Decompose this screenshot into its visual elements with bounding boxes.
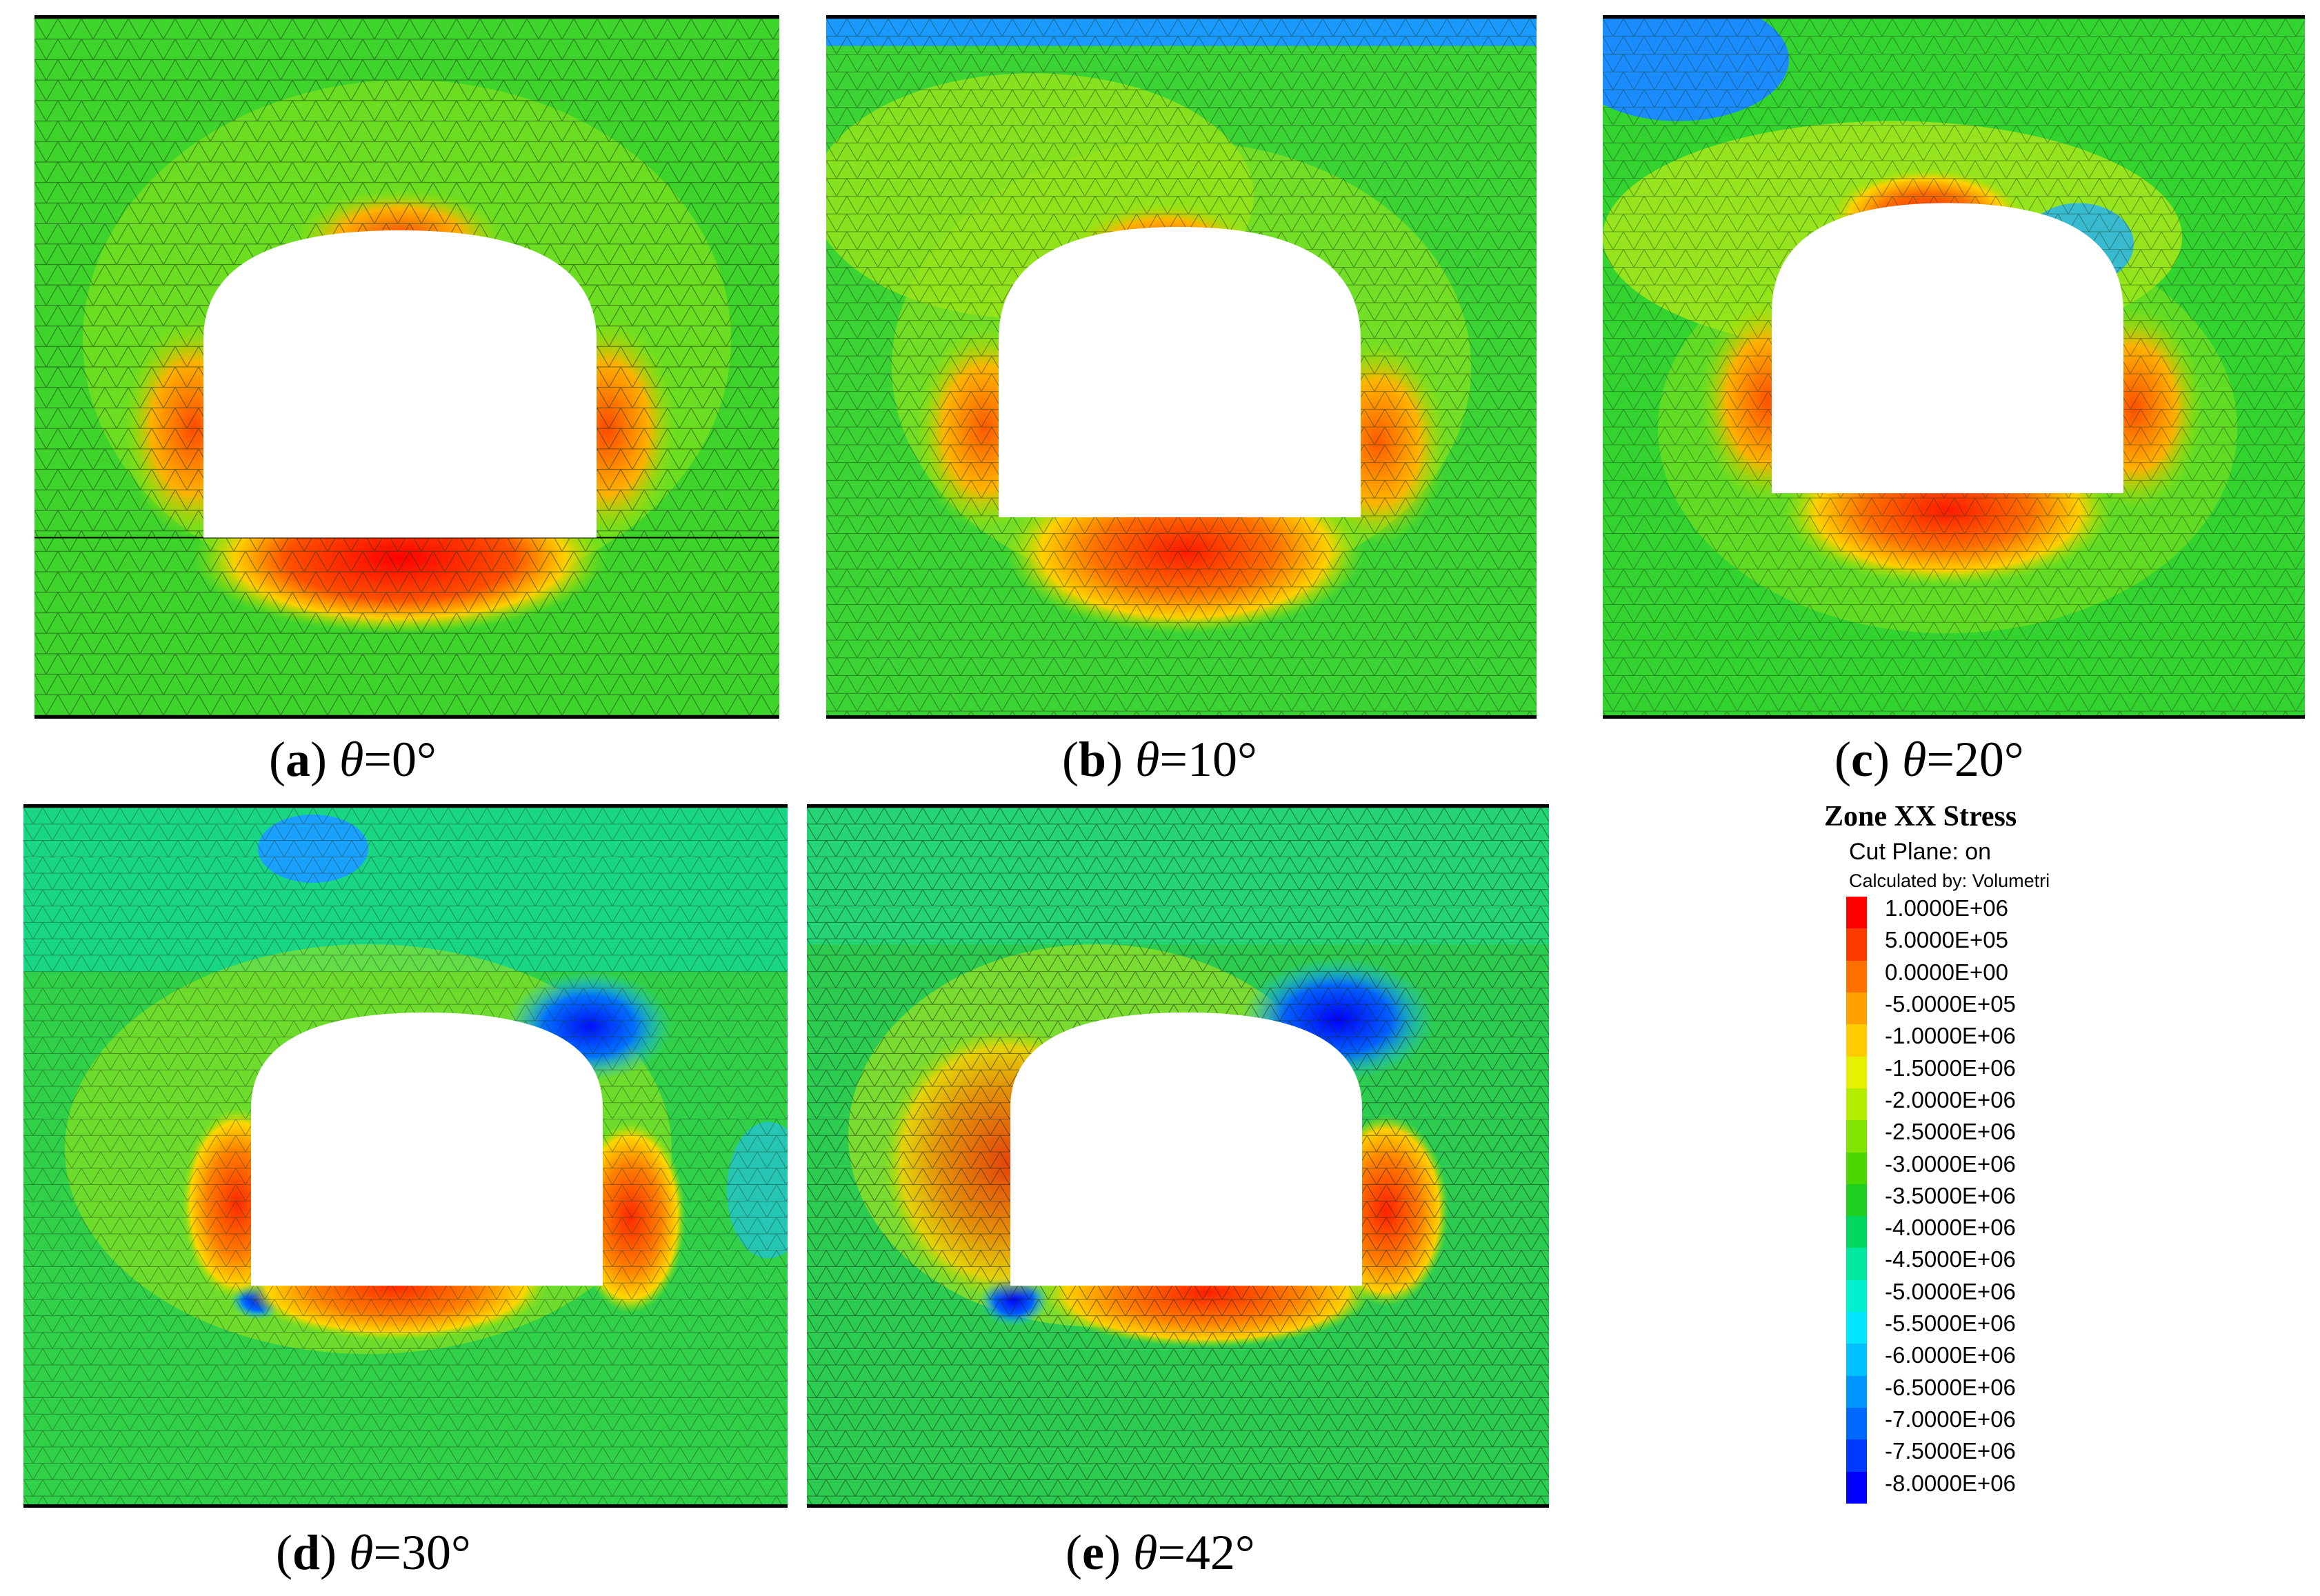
legend-swatch [1846,1184,1867,1217]
legend-swatch [1846,1439,1867,1472]
caption-c: (c) θ=20° [1834,732,2024,787]
legend-value: -3.0000E+06 [1885,1150,2016,1177]
panel-a-stress-plot [34,15,779,719]
legend-swatch [1846,1312,1867,1344]
panel-b-stress-plot [826,15,1537,719]
legend-value: -4.0000E+06 [1885,1215,2016,1241]
panel-e-stress-plot [807,804,1549,1508]
legend-color-bar [1846,897,1867,1504]
legend-value: 0.0000E+00 [1885,959,2008,985]
legend-value: -3.5000E+06 [1885,1182,2016,1208]
legend-value: 5.0000E+05 [1885,927,2008,953]
legend-calculated-by: Calculated by: Volumetri [1849,870,2050,891]
legend-value: -2.5000E+06 [1885,1119,2016,1145]
legend-value: 1.0000E+06 [1885,895,2008,921]
legend-swatch [1846,928,1867,961]
stress-legend: Zone XX Stress Cut Plane: on Calculated … [1824,800,2210,1517]
legend-value: -2.0000E+06 [1885,1086,2016,1113]
legend-swatch [1846,1279,1867,1313]
legend-swatch [1846,960,1867,992]
legend-value: -5.0000E+06 [1885,1278,2016,1304]
legend-value: -6.5000E+06 [1885,1374,2016,1400]
legend-swatch [1846,1375,1867,1408]
legend-swatch [1846,1024,1867,1057]
legend-swatch [1846,992,1867,1025]
legend-swatch [1846,897,1867,929]
legend-swatch [1846,1056,1867,1088]
panel-d-stress-plot [23,804,788,1508]
legend-swatch [1846,1408,1867,1440]
panel-c-stress-plot [1603,15,2305,719]
legend-value: -4.5000E+06 [1885,1246,2016,1273]
legend-value: -1.5000E+06 [1885,1055,2016,1081]
caption-b: (b) θ=10° [1062,732,1257,787]
legend-title: Zone XX Stress [1824,801,2017,832]
legend-value: -1.0000E+06 [1885,1023,2016,1049]
legend-cut-plane: Cut Plane: on [1849,839,1992,865]
legend-swatch [1846,1120,1867,1153]
legend-swatch [1846,1471,1867,1504]
caption-d: (d) θ=30° [276,1525,471,1580]
caption-a: (a) θ=0° [269,732,437,787]
legend-swatch [1846,1344,1867,1376]
legend-value: -6.0000E+06 [1885,1342,2016,1368]
legend-swatch [1846,1088,1867,1121]
legend-labels: 1.0000E+06 5.0000E+05 0.0000E+00 -5.0000E+0… [1885,892,2016,1499]
legend-value: -7.5000E+06 [1885,1438,2016,1464]
caption-e: (e) θ=42° [1066,1525,1255,1580]
legend-value: -5.0000E+05 [1885,990,2016,1017]
legend-value: -5.5000E+06 [1885,1310,2016,1337]
legend-swatch [1846,1152,1867,1184]
legend-value: -8.0000E+06 [1885,1470,2016,1496]
legend-swatch [1846,1216,1867,1248]
legend-value: -7.0000E+06 [1885,1406,2016,1432]
legend-swatch [1846,1248,1867,1280]
